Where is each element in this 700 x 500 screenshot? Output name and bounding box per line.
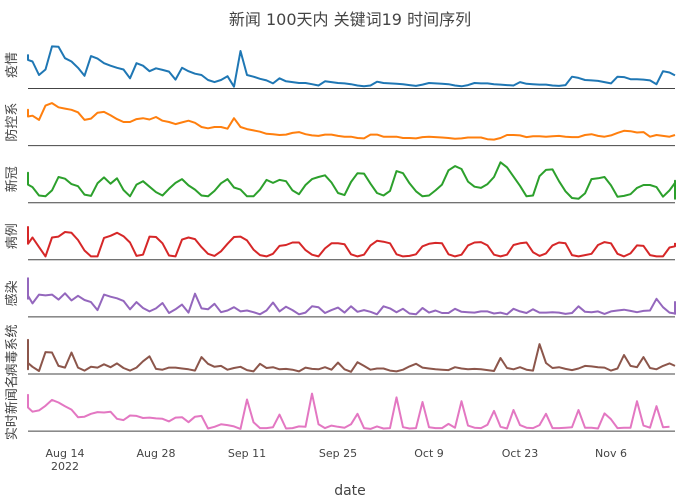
series-label: 病例 — [5, 223, 20, 249]
x-tick-label: Sep 25 — [319, 447, 357, 460]
series-line-2 — [27, 161, 676, 200]
series-line-3 — [27, 226, 676, 258]
panel-0: 疫情 — [4, 45, 676, 89]
series-line-6 — [27, 392, 670, 430]
x-tick-label: Oct 23 — [502, 447, 539, 460]
series-label: 新冠 — [4, 166, 20, 192]
x-axis-label: date — [334, 483, 366, 499]
panel-1: 防控系 — [4, 102, 676, 147]
series-line-1 — [27, 102, 676, 141]
series-label: 病毒系统 — [5, 324, 20, 376]
series-label: 实时新闻名 — [4, 375, 20, 440]
chart-title: 新闻 100天内 关键词19 时间序列 — [229, 10, 471, 29]
series-line-5 — [27, 338, 676, 373]
series-line-0 — [27, 45, 676, 88]
series-label: 疫情 — [4, 52, 20, 78]
panel-5: 病毒系统 — [5, 324, 676, 377]
series-label: 防控系 — [4, 103, 20, 142]
x-tick-label: Aug 28 — [137, 447, 176, 460]
x-tick-sublabel: 2022 — [51, 460, 79, 473]
x-tick-label: Aug 14 — [46, 447, 85, 460]
x-tick-label: Oct 9 — [414, 447, 444, 460]
series-line-4 — [27, 277, 676, 316]
x-tick-label: Nov 6 — [595, 447, 627, 460]
panel-2: 新冠 — [4, 161, 676, 204]
panel-3: 病例 — [5, 223, 676, 261]
panel-6: 实时新闻名 — [4, 375, 675, 440]
panel-4: 感染 — [4, 277, 676, 318]
x-tick-label: Sep 11 — [228, 447, 266, 460]
series-label: 感染 — [4, 280, 20, 306]
